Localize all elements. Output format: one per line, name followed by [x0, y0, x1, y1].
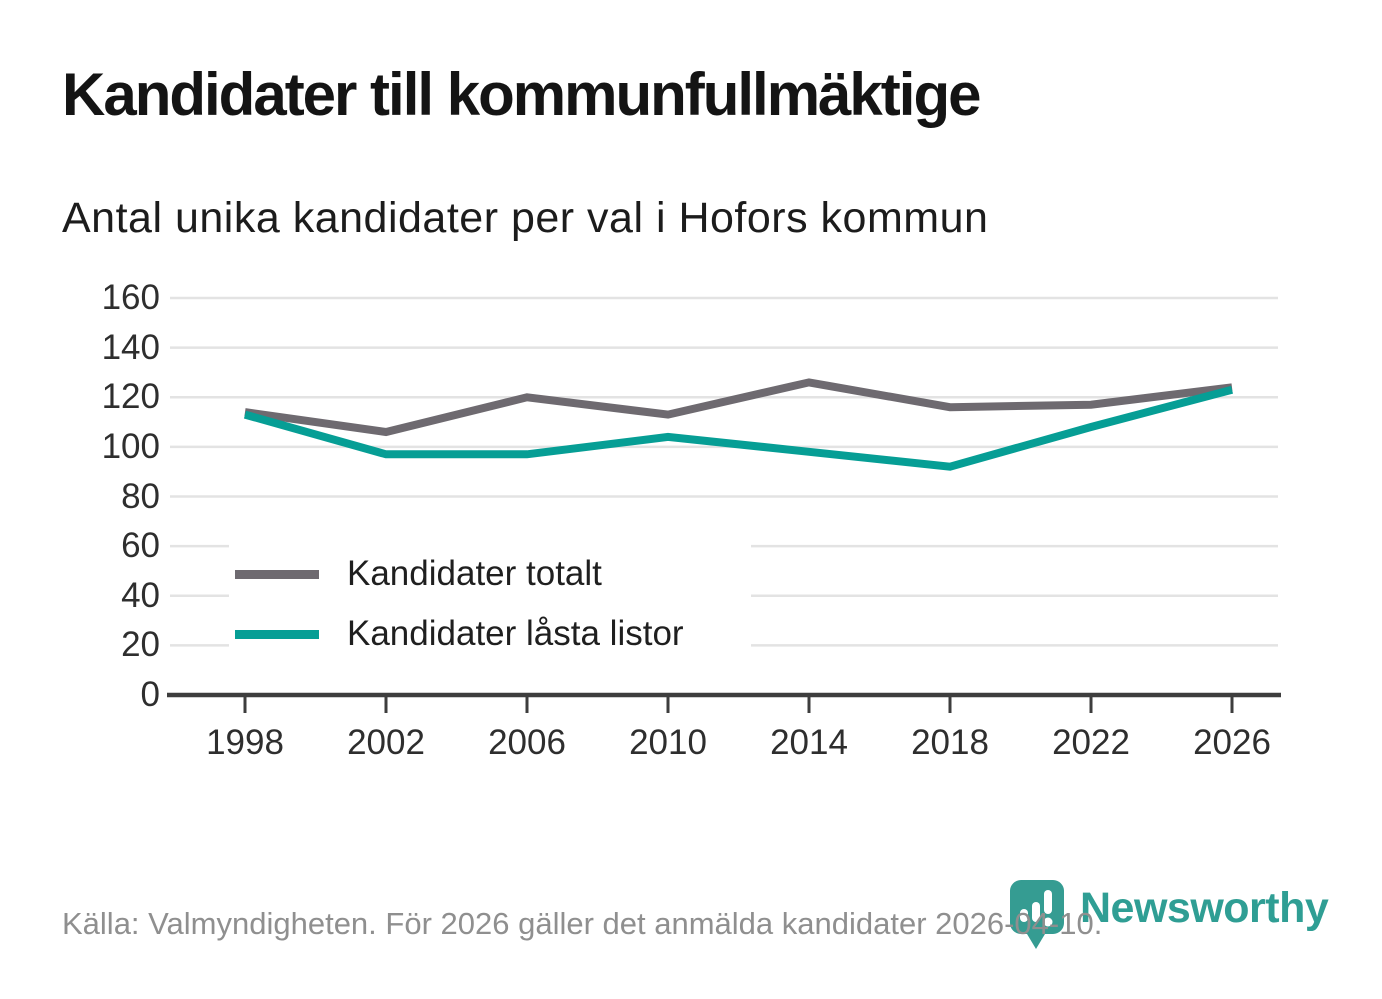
y-axis-tick-label: 120 [101, 377, 160, 417]
x-axis-tick-label: 2018 [911, 723, 989, 762]
y-axis-tick-label: 100 [101, 426, 160, 466]
chart-subtitle: Antal unika kandidater per val i Hofors … [62, 194, 989, 242]
x-axis-tick-label: 2010 [629, 723, 707, 762]
series-line-0 [244, 378, 1233, 437]
y-axis-tick-label: 0 [140, 675, 160, 714]
legend-item: Kandidater totalt [229, 548, 751, 600]
legend-swatch [235, 569, 319, 579]
x-axis-tick-label: 1998 [206, 723, 284, 762]
x-axis-tick-label: 2014 [770, 723, 848, 762]
y-axis-tick-label: 140 [101, 327, 160, 367]
newsworthy-wordmark: Newsworthy [1080, 884, 1329, 932]
y-axis-tick-label: 160 [101, 278, 160, 317]
newsworthy-logo: Newsworthy [1008, 878, 1338, 958]
newsworthy-pin-icon [1010, 880, 1064, 949]
legend-item: Kandidater låsta listor [229, 608, 751, 660]
y-axis-tick-label: 40 [121, 575, 160, 615]
legend-label: Kandidater totalt [347, 554, 602, 593]
y-axis-tick-label: 60 [121, 526, 160, 566]
y-axis-tick-label: 20 [121, 625, 160, 665]
legend: Kandidater totalt Kandidater låsta listor [229, 544, 751, 664]
chart-title: Kandidater till kommunfullmäktige [62, 61, 981, 128]
x-axis-tick-label: 2002 [347, 723, 425, 762]
legend-swatch [235, 629, 319, 639]
series-line-1 [243, 385, 1234, 471]
x-axis-tick-label: 2022 [1052, 723, 1130, 762]
x-axis-tick-label: 2026 [1193, 723, 1271, 762]
x-axis-tick-label: 2006 [488, 723, 566, 762]
source-note: Källa: Valmyndigheten. För 2026 gäller d… [62, 906, 1103, 941]
legend-label: Kandidater låsta listor [347, 614, 684, 653]
y-axis-tick-label: 80 [121, 476, 160, 516]
